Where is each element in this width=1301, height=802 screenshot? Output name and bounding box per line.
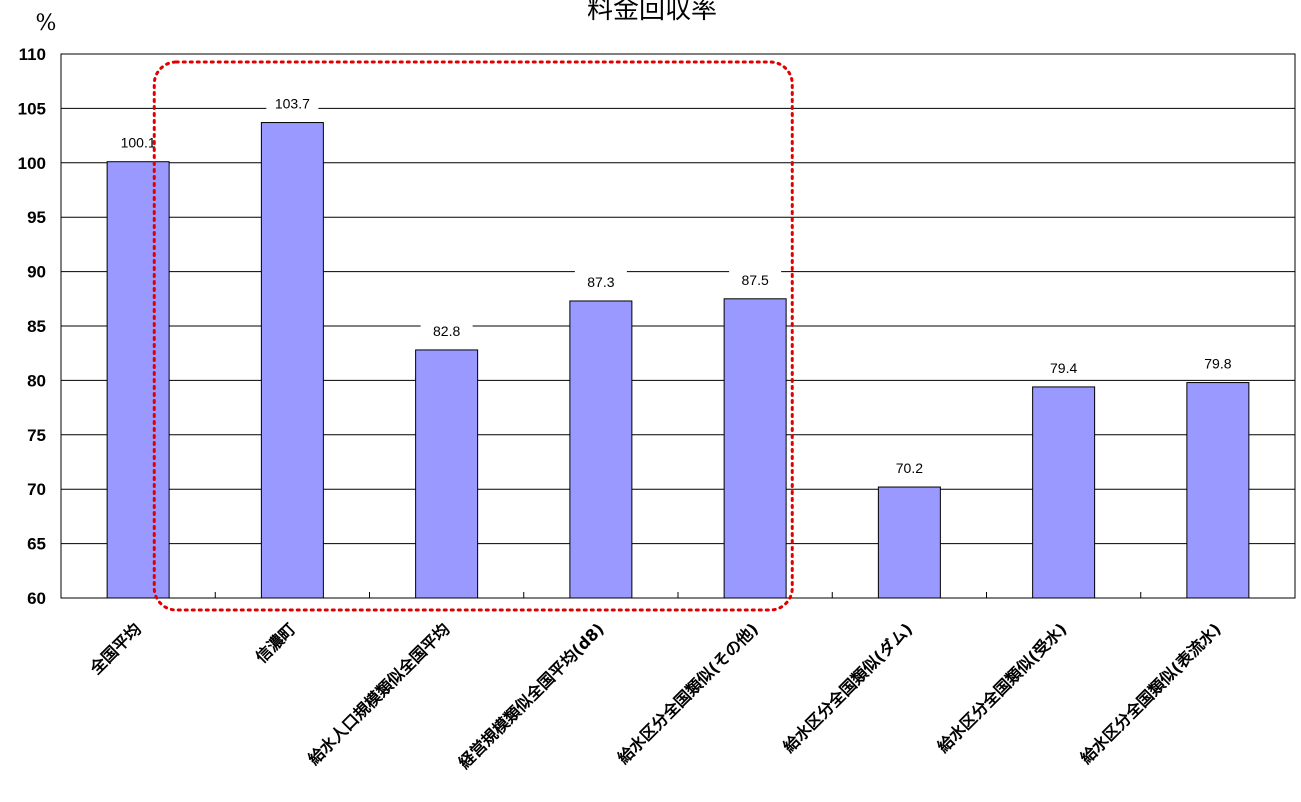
y-tick-label: 60: [27, 589, 46, 608]
bar: [1186, 382, 1250, 599]
chart-title: 料金回収率: [587, 0, 717, 25]
gridlines: [61, 107, 1295, 598]
bar: [106, 161, 170, 599]
data-label-background: [729, 268, 782, 289]
plot-area-frame: [60, 53, 1296, 599]
data-label: 79.4: [1050, 360, 1077, 376]
bar: [723, 298, 787, 599]
data-labels: 100.1 103.7 82.8 87.3 87.5 70.2 79.4 79.8: [112, 92, 1244, 478]
y-axis-unit-label: %: [36, 11, 57, 36]
x-axis-labels: 全国平均 信濃町 給水人口規模類似全国平均 経営規模類似全国平均(d8) 給水区分全国類…: [86, 619, 1225, 772]
data-label-background: [420, 319, 473, 340]
bar: [415, 349, 479, 599]
x-tick-label: 給水区分全国類似(その他): [614, 619, 762, 767]
data-label: 82.8: [433, 323, 460, 339]
y-tick-label: 70: [27, 480, 46, 499]
data-label-background: [1191, 352, 1244, 373]
data-label-background: [574, 270, 627, 291]
y-tick-label: 75: [27, 426, 46, 445]
data-label: 87.3: [587, 274, 614, 290]
data-label: 79.8: [1204, 356, 1231, 372]
y-tick-label: 100: [18, 154, 46, 173]
y-tick-label: 105: [18, 99, 46, 118]
y-tick-label: 65: [27, 535, 46, 554]
bar: [1032, 386, 1096, 599]
x-tick-label: 信濃町: [252, 619, 299, 666]
data-label-background: [883, 457, 936, 478]
y-tick-label: 95: [27, 208, 46, 227]
x-tick-label: 給水区分全国類似(ダム): [779, 619, 916, 756]
y-axis-ticks: 60 65 70 75 80 85 90 95 100 105 110: [18, 45, 46, 608]
bar: [260, 122, 324, 599]
data-label: 70.2: [896, 460, 923, 476]
x-tick-label: 全国平均: [86, 619, 145, 678]
data-label-background: [112, 131, 165, 152]
data-label: 103.7: [275, 96, 310, 112]
data-label-background: [266, 92, 319, 113]
x-tick-label: 給水人口規模類似全国平均: [304, 619, 453, 768]
y-tick-label: 85: [27, 317, 46, 336]
x-tick-label: 給水区分全国類似(表流水): [1076, 619, 1224, 767]
y-tick-label: 110: [19, 45, 46, 64]
y-tick-label: 80: [27, 371, 46, 390]
x-tick-label: 給水区分全国類似(受水): [934, 619, 1071, 756]
data-label: 100.1: [121, 135, 156, 151]
data-label-background: [1037, 356, 1090, 377]
highlight-box: [152, 60, 794, 612]
bars: [106, 122, 1250, 599]
bar: [877, 486, 941, 599]
data-label: 87.5: [742, 272, 769, 288]
x-tick-label: 経営規模類似全国平均(d8): [455, 619, 608, 772]
bar: [569, 300, 633, 599]
y-tick-label: 90: [27, 263, 46, 282]
